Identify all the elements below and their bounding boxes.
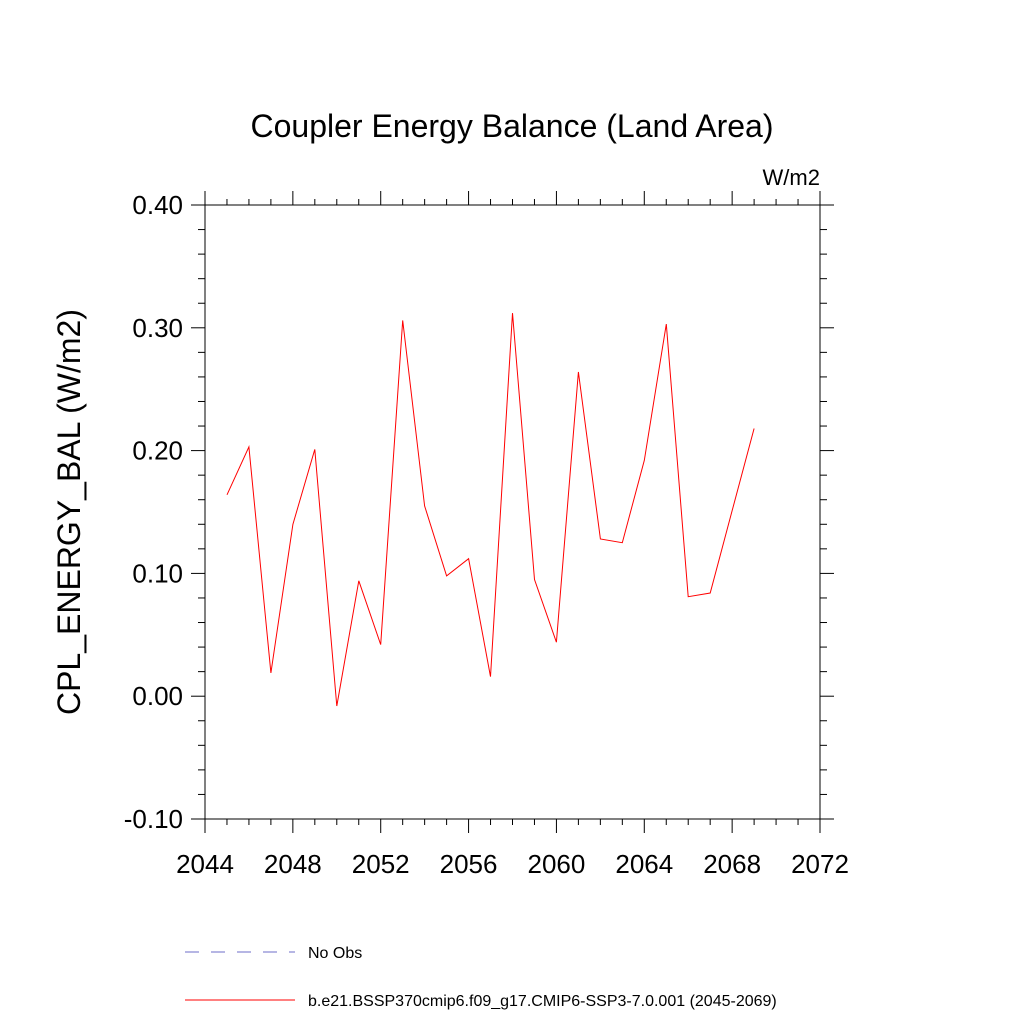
- y-tick-label: 0.30: [132, 313, 183, 343]
- y-tick-label: 0.10: [132, 558, 183, 588]
- x-tick-label: 2060: [528, 849, 586, 879]
- y-tick-label: -0.10: [124, 804, 183, 834]
- x-tick-label: 2068: [703, 849, 761, 879]
- plot-frame: [204, 204, 821, 820]
- x-tick-label: 2072: [791, 849, 849, 879]
- y-tick-label: 0.40: [132, 190, 183, 220]
- series-line-0: [226, 313, 755, 707]
- y-axis-label: CPL_ENERGY_BAL (W/m2): [51, 309, 87, 715]
- y-tick-label: 0.20: [132, 436, 183, 466]
- chart-title: Coupler Energy Balance (Land Area): [251, 108, 774, 144]
- legend-label-0: No Obs: [308, 945, 362, 962]
- units-label: W/m2: [763, 165, 820, 190]
- legend: No Obs b.e21.BSSP370cmip6.f09_g17.CMIP6-S…: [185, 945, 777, 1010]
- x-tick-label: 2044: [176, 849, 234, 879]
- axes: 2044 2048 2052 2056 2060 2064 2068 2072 -0.10 0.0…: [124, 190, 849, 879]
- plot-area: [226, 313, 755, 707]
- x-tick-label: 2064: [615, 849, 673, 879]
- y-tick-label: 0.00: [132, 681, 183, 711]
- x-tick-label: 2056: [440, 849, 498, 879]
- x-tick-label: 2048: [264, 849, 322, 879]
- x-tick-label: 2052: [352, 849, 410, 879]
- legend-label-1: b.e21.BSSP370cmip6.f09_g17.CMIP6-SSP3-7.…: [308, 993, 777, 1010]
